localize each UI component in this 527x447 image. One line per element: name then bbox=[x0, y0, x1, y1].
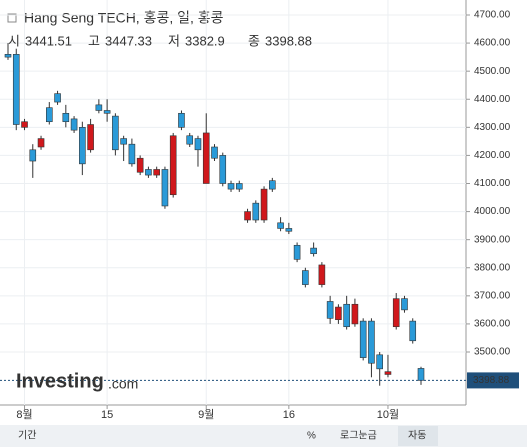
candle-body bbox=[169, 135, 177, 196]
candle-body bbox=[401, 298, 408, 311]
last-price-box bbox=[467, 372, 519, 389]
ohlc-label: 시 bbox=[8, 33, 20, 48]
candle-body bbox=[211, 146, 218, 159]
y-tick-label: 4700.00 bbox=[474, 10, 511, 21]
candle-body bbox=[120, 138, 127, 145]
y-tick-label: 4000.00 bbox=[474, 206, 511, 217]
y-tick-label: 3600.00 bbox=[474, 319, 511, 330]
candle-body bbox=[277, 222, 284, 229]
candle-body bbox=[359, 320, 367, 358]
ohlc-label: 저 bbox=[168, 33, 180, 48]
candle-body bbox=[54, 93, 61, 103]
candle-body bbox=[368, 320, 375, 364]
ohlc-value: 3441.51 bbox=[25, 33, 72, 48]
y-tick-label: 4200.00 bbox=[474, 150, 511, 161]
candle-body bbox=[219, 155, 227, 184]
candle-body bbox=[136, 157, 144, 173]
candle-body bbox=[417, 368, 425, 381]
candle-body bbox=[37, 138, 45, 148]
candle-body bbox=[351, 303, 359, 325]
candle-body bbox=[62, 112, 70, 123]
candle-body bbox=[252, 202, 260, 221]
y-tick-label: 4500.00 bbox=[474, 66, 511, 77]
toolbar-item[interactable]: 자동 bbox=[408, 430, 426, 442]
y-tick-label: 4400.00 bbox=[474, 94, 511, 105]
x-tick-label: 16 bbox=[283, 409, 295, 421]
candle-body bbox=[21, 121, 28, 128]
candle-body bbox=[343, 303, 350, 328]
logo-suffix: .com bbox=[108, 376, 138, 392]
ohlc-value: 3447.33 bbox=[105, 33, 152, 48]
y-tick-label: 4100.00 bbox=[474, 178, 511, 189]
toolbar-bar bbox=[0, 425, 527, 447]
candle-body bbox=[260, 188, 268, 221]
candle-body bbox=[202, 132, 210, 184]
candle-body bbox=[384, 371, 392, 375]
candle-body bbox=[326, 301, 334, 319]
candle-body bbox=[392, 298, 400, 328]
candle-body bbox=[318, 264, 326, 285]
candle-body bbox=[12, 54, 20, 125]
candle-body bbox=[112, 115, 119, 151]
candle-body bbox=[178, 112, 185, 128]
candle-body bbox=[409, 320, 417, 342]
candle-body bbox=[70, 118, 78, 131]
candle-body bbox=[4, 54, 12, 58]
candle-body bbox=[153, 169, 160, 176]
candle-body bbox=[227, 183, 235, 190]
candle-body bbox=[235, 183, 243, 190]
ohlc-label: 고 bbox=[88, 33, 100, 48]
candle-body bbox=[95, 104, 103, 111]
toolbar-item[interactable]: % bbox=[307, 431, 316, 442]
logo: Investing bbox=[16, 370, 104, 392]
candle-body bbox=[161, 169, 169, 207]
last-price-label: 3398.88 bbox=[473, 375, 510, 386]
toolbar-active bbox=[398, 426, 438, 446]
candle-body bbox=[79, 127, 86, 165]
candle-body bbox=[45, 107, 53, 123]
y-tick-label: 3700.00 bbox=[474, 290, 511, 301]
ohlc-label: 종 bbox=[248, 33, 260, 48]
collapse-icon[interactable] bbox=[7, 13, 17, 23]
candle-body bbox=[29, 149, 37, 162]
y-tick-label: 3900.00 bbox=[474, 234, 511, 245]
candle-body bbox=[293, 244, 301, 260]
y-tick-label: 4600.00 bbox=[474, 38, 511, 49]
y-tick-label: 3500.00 bbox=[474, 347, 511, 358]
candle-body bbox=[194, 138, 202, 151]
candle-body bbox=[87, 124, 94, 151]
x-tick-label: 9월 bbox=[198, 408, 214, 421]
x-tick-label: 8월 bbox=[16, 408, 32, 421]
ohlc-value: 3382.9 bbox=[185, 33, 225, 48]
x-tick-label: 15 bbox=[101, 409, 113, 421]
candle-body bbox=[335, 306, 342, 321]
candle-body bbox=[310, 247, 317, 255]
candle-body bbox=[128, 143, 136, 165]
toolbar-item[interactable]: 로그눈금 bbox=[340, 430, 377, 442]
y-tick-label: 4300.00 bbox=[474, 122, 511, 133]
y-tick-label: 3800.00 bbox=[474, 262, 511, 273]
candle-body bbox=[145, 169, 152, 176]
candle-body bbox=[376, 354, 384, 370]
x-tick-label: 10월 bbox=[377, 408, 399, 421]
candle-body bbox=[244, 211, 251, 221]
candle-body bbox=[285, 228, 293, 232]
toolbar-item[interactable]: 기간 bbox=[18, 430, 36, 442]
candle-body bbox=[103, 110, 111, 114]
candle-body bbox=[269, 180, 276, 190]
chart-title: Hang Seng TECH, 홍콩, 일, 홍콩 bbox=[24, 10, 224, 26]
candle-body bbox=[186, 135, 194, 145]
ohlc-value: 3398.88 bbox=[265, 33, 312, 48]
candle-body bbox=[302, 270, 309, 285]
